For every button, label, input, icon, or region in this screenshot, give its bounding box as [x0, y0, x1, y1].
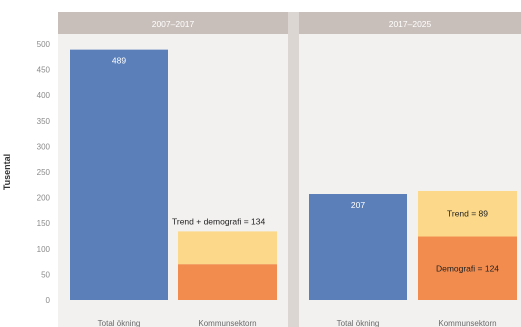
bar-segment: [178, 264, 277, 300]
y-tick-label: 0: [46, 296, 51, 305]
y-tick-label: 100: [37, 245, 51, 254]
y-tick-label: 150: [37, 219, 51, 228]
bar-segment: [418, 190, 517, 237]
y-tick-label: 400: [37, 91, 51, 100]
bar: [70, 49, 168, 300]
y-tick-label: 500: [37, 40, 51, 49]
panel-title: 2017–2025: [389, 19, 432, 29]
y-tick-label: 450: [37, 66, 51, 75]
data-label: Trend + demografi = 134: [172, 216, 266, 226]
y-axis-label: Tusental: [2, 154, 12, 190]
x-tick-label: Total ökning: [337, 319, 380, 327]
panel-title: 2007–2017: [152, 19, 195, 29]
x-tick-label: Kommunsektorn: [198, 319, 256, 327]
panel-strip: [299, 12, 521, 34]
bar-segment: [418, 236, 517, 300]
data-label: Trend = 89: [447, 209, 488, 219]
y-tick-label: 250: [37, 168, 51, 177]
data-label: 489: [112, 56, 126, 66]
x-tick-label: Kommunsektorn: [438, 319, 496, 327]
y-tick-label: 50: [41, 270, 50, 279]
data-label: 207: [351, 200, 365, 210]
bar-segment: [178, 231, 277, 265]
y-tick-label: 350: [37, 117, 51, 126]
panel-strip: [58, 12, 288, 34]
y-tick-label: 200: [37, 194, 51, 203]
x-tick-label: Total ökning: [98, 319, 141, 327]
y-tick-label: 300: [37, 142, 51, 151]
panel-divider: [288, 12, 299, 327]
bar: [309, 194, 407, 300]
data-label: Demografi = 124: [436, 263, 499, 273]
